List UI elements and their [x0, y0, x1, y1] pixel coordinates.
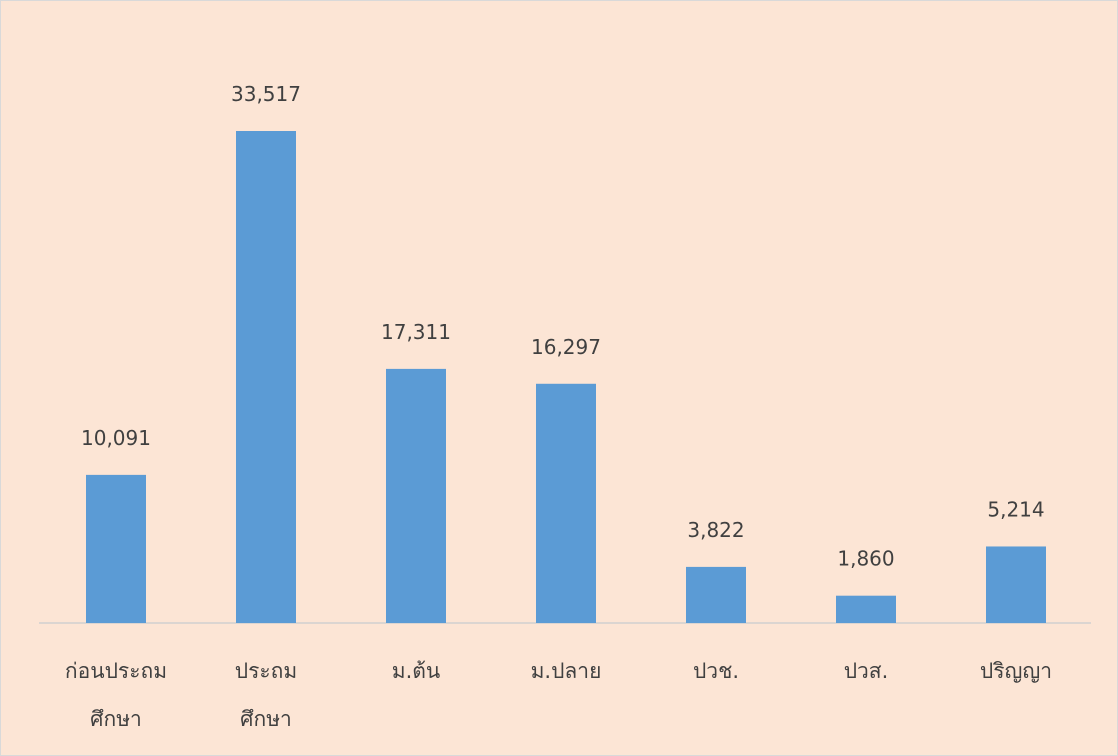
data-label: 17,311 [381, 320, 451, 344]
x-tick-label: ปริญญา [979, 659, 1053, 683]
x-tick-label: ม.ต้น [391, 659, 441, 683]
x-tick-label: ก่อนประถม ศึกษา [64, 659, 168, 731]
bar [986, 546, 1046, 623]
x-tick-label: ม.ปลาย [530, 659, 602, 683]
bar [86, 474, 146, 623]
bar [236, 131, 296, 623]
x-tick-label: ปวส. [843, 659, 889, 683]
bar [536, 383, 596, 623]
x-tick-label: ปวช. [692, 659, 740, 683]
data-label: 16,297 [531, 335, 601, 359]
bar [386, 368, 446, 623]
data-label: 33,517 [231, 82, 301, 106]
bar [686, 566, 746, 623]
data-label: 5,214 [987, 497, 1044, 521]
x-tick-label: ประถม ศึกษา [234, 659, 298, 731]
data-label: 1,860 [837, 547, 894, 571]
bar [836, 595, 896, 623]
data-label: 10,091 [81, 426, 151, 450]
data-label: 3,822 [687, 518, 744, 542]
